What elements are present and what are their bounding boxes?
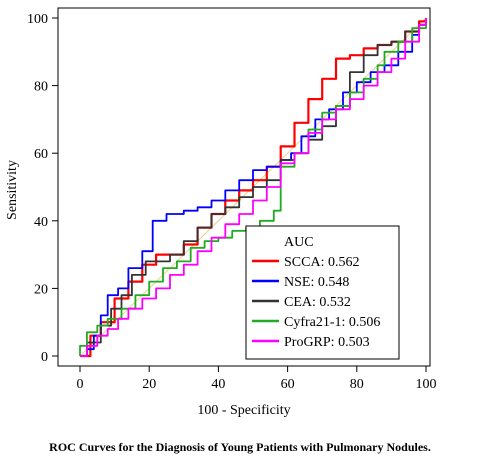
legend-label-cyfra21-1: Cyfra21-1: 0.506 [284,315,380,330]
series-line-nse [80,18,427,357]
x-tick-label: 80 [350,377,364,392]
axes: 0 20 40 60 80 100 0 20 40 60 80 100 [27,12,437,392]
y-tick-label: 80 [34,80,48,95]
x-axis-label: 100 - Specificity [197,403,290,418]
legend-label-scca: SCCA: 0.562 [284,255,359,270]
x-tick-label: 60 [281,377,295,392]
legend-entries: SCCA: 0.562 NSE: 0.548 CEA: 0.532 Cyfra21-1… [252,255,380,350]
roc-chart: 0 20 40 60 80 100 0 20 40 60 80 100 100 - Specifici… [5,7,437,418]
x-tick-label: 100 [416,377,437,392]
y-tick-label: 100 [27,12,48,27]
x-tick-label: 40 [211,377,225,392]
y-tick-label: 40 [34,215,48,230]
y-axis-label: Sensitivity [5,160,20,220]
y-tick-label: 20 [34,282,48,297]
series-line-progrp [80,18,427,357]
legend-label-cea: CEA: 0.532 [284,295,351,310]
legend-label-progrp: ProGRP: 0.503 [284,335,370,350]
y-tick-label: 0 [41,350,48,365]
series-lines [79,18,428,358]
legend: AUC SCCA: 0.562 NSE: 0.548 CEA: 0.532 Cyfra… [245,225,400,360]
y-tick-label: 60 [34,147,48,162]
series-line-cea [80,18,427,357]
legend-label-nse: NSE: 0.548 [284,275,349,290]
x-tick-label: 0 [77,377,84,392]
x-tick-label: 20 [142,377,156,392]
legend-title: AUC [284,235,314,250]
plot-frame [57,7,431,367]
legend-box [245,225,400,360]
figure-caption: ROC Curves for the Diagnosis of Young Pa… [49,440,431,454]
